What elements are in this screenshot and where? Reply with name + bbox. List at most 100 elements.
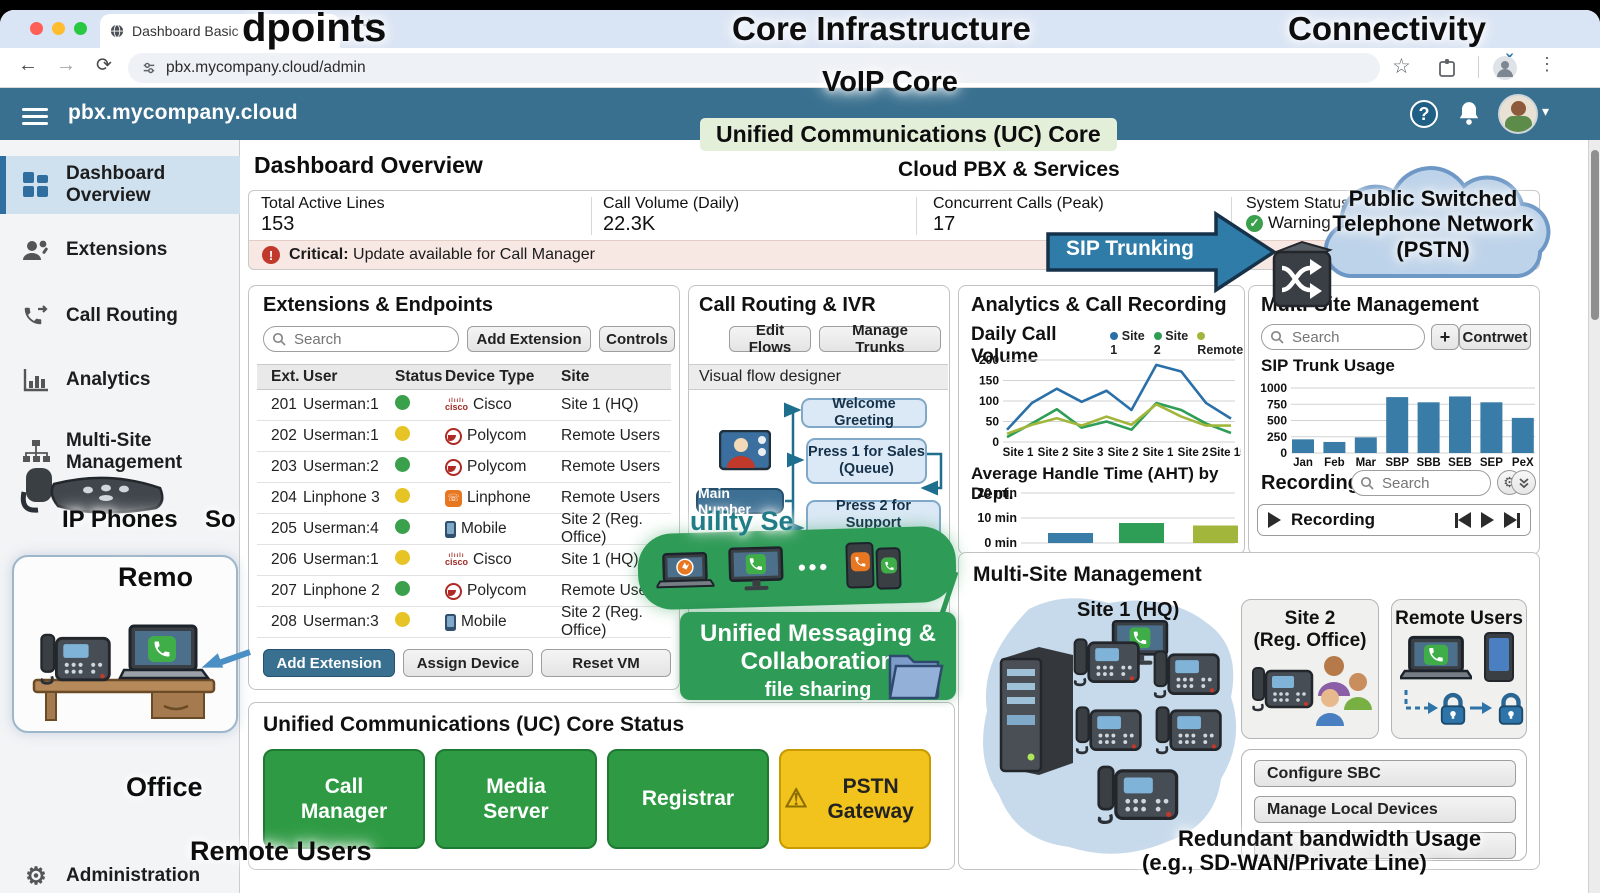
status-dot-yellow xyxy=(395,488,410,503)
sidebar-item-administration[interactable]: ⚙ Administration xyxy=(0,856,240,893)
recording-search[interactable] xyxy=(1351,470,1491,496)
folder-icon xyxy=(888,654,944,700)
add-extension-button[interactable]: Add Extension xyxy=(467,326,591,352)
table-row[interactable]: 205 Userman:4 Mobile Site 2 (Reg. Office… xyxy=(257,511,671,546)
sidebar-item-extensions[interactable]: Extensions xyxy=(0,230,240,270)
close-window-button[interactable] xyxy=(30,22,43,35)
forward-button[interactable]: → xyxy=(56,54,76,76)
hamburger-menu-icon[interactable] xyxy=(22,104,48,125)
search-input[interactable] xyxy=(1290,327,1416,347)
avatar-caret-icon[interactable]: ▾ xyxy=(1542,103,1550,119)
flow-node-welcome-greeting[interactable]: Welcome Greeting xyxy=(801,396,927,429)
flow-node-press1-sales[interactable]: Press 1 for Sales (Queue) xyxy=(806,438,927,484)
search-input[interactable] xyxy=(292,329,450,349)
warning-triangle-icon: ⚠ xyxy=(784,783,808,814)
edit-flows-button[interactable]: Edit Flows xyxy=(729,322,811,356)
sidebar-item-multisite[interactable]: Multi-Site Management xyxy=(0,424,240,480)
plus-button[interactable]: + xyxy=(1431,324,1459,350)
search-input[interactable] xyxy=(1380,473,1482,493)
notifications-bell-icon[interactable] xyxy=(1456,100,1482,128)
overlay-uc-core: Unified Communications (UC) Core xyxy=(700,118,1117,151)
incoming-arrow-icon xyxy=(201,649,251,668)
manage-trunks-button[interactable]: Manage Trunks xyxy=(819,322,941,356)
ip-phone-overlay-icon xyxy=(20,468,164,514)
uc-service-warning-box[interactable]: ⚠ PSTN Gateway xyxy=(779,749,931,849)
contrwet-button[interactable]: Contrwet xyxy=(1459,324,1531,350)
play-forward-icon[interactable] xyxy=(1481,512,1494,528)
table-row[interactable]: 207 Linphone 2 Polycom Remote Users xyxy=(257,576,671,607)
back-button[interactable]: ← xyxy=(18,54,38,76)
configure-sbc-button[interactable]: Configure SBC xyxy=(1254,760,1516,787)
bandwidth-usage-button[interactable] xyxy=(1254,832,1516,859)
footer-add-extension-button[interactable]: Add Extension xyxy=(263,649,395,677)
table-row[interactable]: 203 Userman:2 Polycom Remote Users xyxy=(257,452,671,483)
reset-vm-button[interactable]: Reset VM xyxy=(541,649,671,677)
assign-device-button[interactable]: Assign Device xyxy=(403,649,533,677)
svg-text:100: 100 xyxy=(979,394,999,408)
play-icon[interactable] xyxy=(1268,512,1281,528)
extensions-table-body: 201 Userman:1 ılıılı cisco Cisco Site 1 (H… xyxy=(257,390,671,639)
flow-node-main-number[interactable]: Main Number xyxy=(696,485,784,517)
url-text: pbx.mycompany.cloud/admin xyxy=(166,59,366,76)
status-dot-green xyxy=(395,581,410,596)
lock-icon xyxy=(1496,692,1526,728)
new-tab-button[interactable]: + xyxy=(362,12,377,39)
help-icon[interactable]: ? xyxy=(1410,100,1438,128)
svg-text:PeX: PeX xyxy=(1512,457,1534,468)
table-row[interactable]: 204 Linphone 3 ☏ Linphone Remote Users xyxy=(257,483,671,514)
reload-button[interactable]: ⟳ xyxy=(96,55,112,76)
skip-start-icon[interactable] xyxy=(1455,512,1471,528)
uc-service-boxes: Call Manager Media Server Registrar ⚠ PS… xyxy=(249,749,956,849)
extensions-icon[interactable] xyxy=(1438,58,1456,78)
sidebar-item-analytics[interactable]: Analytics xyxy=(0,360,240,400)
scrollbar-thumb[interactable] xyxy=(1591,150,1599,320)
check-circle-icon: ✓ xyxy=(1246,214,1263,232)
stat-system-status: System Status ✓ Warning xyxy=(1246,195,1350,232)
minimize-window-button[interactable] xyxy=(52,22,65,35)
svg-text:Site 1: Site 1 xyxy=(1003,447,1034,459)
overlay-voip-core: VoIP Core xyxy=(822,66,958,98)
maximize-window-button[interactable] xyxy=(74,22,87,35)
table-row[interactable]: 206 Userman:1 ılıılı cisco Cisco Site 1 (H… xyxy=(257,545,671,576)
table-row[interactable]: 201 Userman:1 ılıılı cisco Cisco Site 1 (H… xyxy=(257,390,671,421)
alert-icon: ! xyxy=(262,246,280,264)
browser-menu-icon[interactable]: ⋮ xyxy=(1538,54,1556,74)
uc-service-ok-box[interactable]: Registrar xyxy=(607,749,769,849)
ip-phone-icon xyxy=(1151,645,1221,699)
bookmark-star-icon[interactable]: ☆ xyxy=(1392,55,1411,78)
user-avatar[interactable] xyxy=(1498,94,1538,134)
table-row[interactable]: 208 Userman:3 Mobile Site 2 (Reg. Office… xyxy=(257,604,671,639)
analytics-panel: Analytics & Call Recording Daily Call Vo… xyxy=(958,285,1247,555)
smartphone-icon xyxy=(1484,632,1514,682)
site2-card[interactable]: Site 2 (Reg. Office) xyxy=(1241,599,1379,739)
controls-button[interactable]: Controls xyxy=(599,326,675,352)
panel-title: Extensions & Endpoints xyxy=(263,294,494,316)
multisite-search[interactable] xyxy=(1261,324,1425,350)
skip-end-icon[interactable] xyxy=(1504,512,1520,528)
site-settings-icon[interactable] xyxy=(142,61,156,75)
chevron-double-down-icon[interactable] xyxy=(1511,470,1536,495)
uc-service-ok-box[interactable]: Call Manager xyxy=(263,749,425,849)
daily-call-volume-header: Daily Call Volume Site 1 Site 2 Remote xyxy=(971,324,1244,367)
sidebar-item-label: Multi-Site Management xyxy=(66,430,183,473)
aht-title: Average Handle Time (AHT) by Dept. xyxy=(971,464,1219,503)
table-row[interactable]: 202 Userman:1 Polycom Remote Users xyxy=(257,421,671,452)
manage-local-devices-button[interactable]: Manage Local Devices xyxy=(1254,796,1516,823)
stats-row: Total Active Lines 153 Call Volume (Dail… xyxy=(248,190,1540,240)
sidebar-item-call-routing[interactable]: Call Routing xyxy=(0,296,240,336)
status-dot-yellow xyxy=(395,426,410,441)
remote-users-card[interactable]: Remote Users xyxy=(1391,599,1527,739)
profile-avatar-icon[interactable] xyxy=(1492,55,1518,81)
scrollbar-track[interactable] xyxy=(1588,140,1600,893)
browser-tab[interactable]: Dashboard Basic xyxy=(100,14,340,48)
ip-phone-icon xyxy=(1093,759,1181,825)
svg-text:50: 50 xyxy=(986,415,1000,429)
extensions-search[interactable] xyxy=(263,326,459,352)
uc-service-ok-box[interactable]: Media Server xyxy=(435,749,597,849)
gear-icon: ⚙ xyxy=(25,862,47,890)
overlay-connectivity: Connectivity xyxy=(1288,10,1487,47)
cisco-icon: ılıılı cisco xyxy=(445,553,469,567)
overlay-pstn-label: Public Switched Telephone Network (PSTN) xyxy=(1332,186,1534,262)
address-bar[interactable]: pbx.mycompany.cloud/admin xyxy=(128,53,1380,83)
sidebar-item-dashboard-overview[interactable]: Dashboard Overview xyxy=(0,156,240,214)
